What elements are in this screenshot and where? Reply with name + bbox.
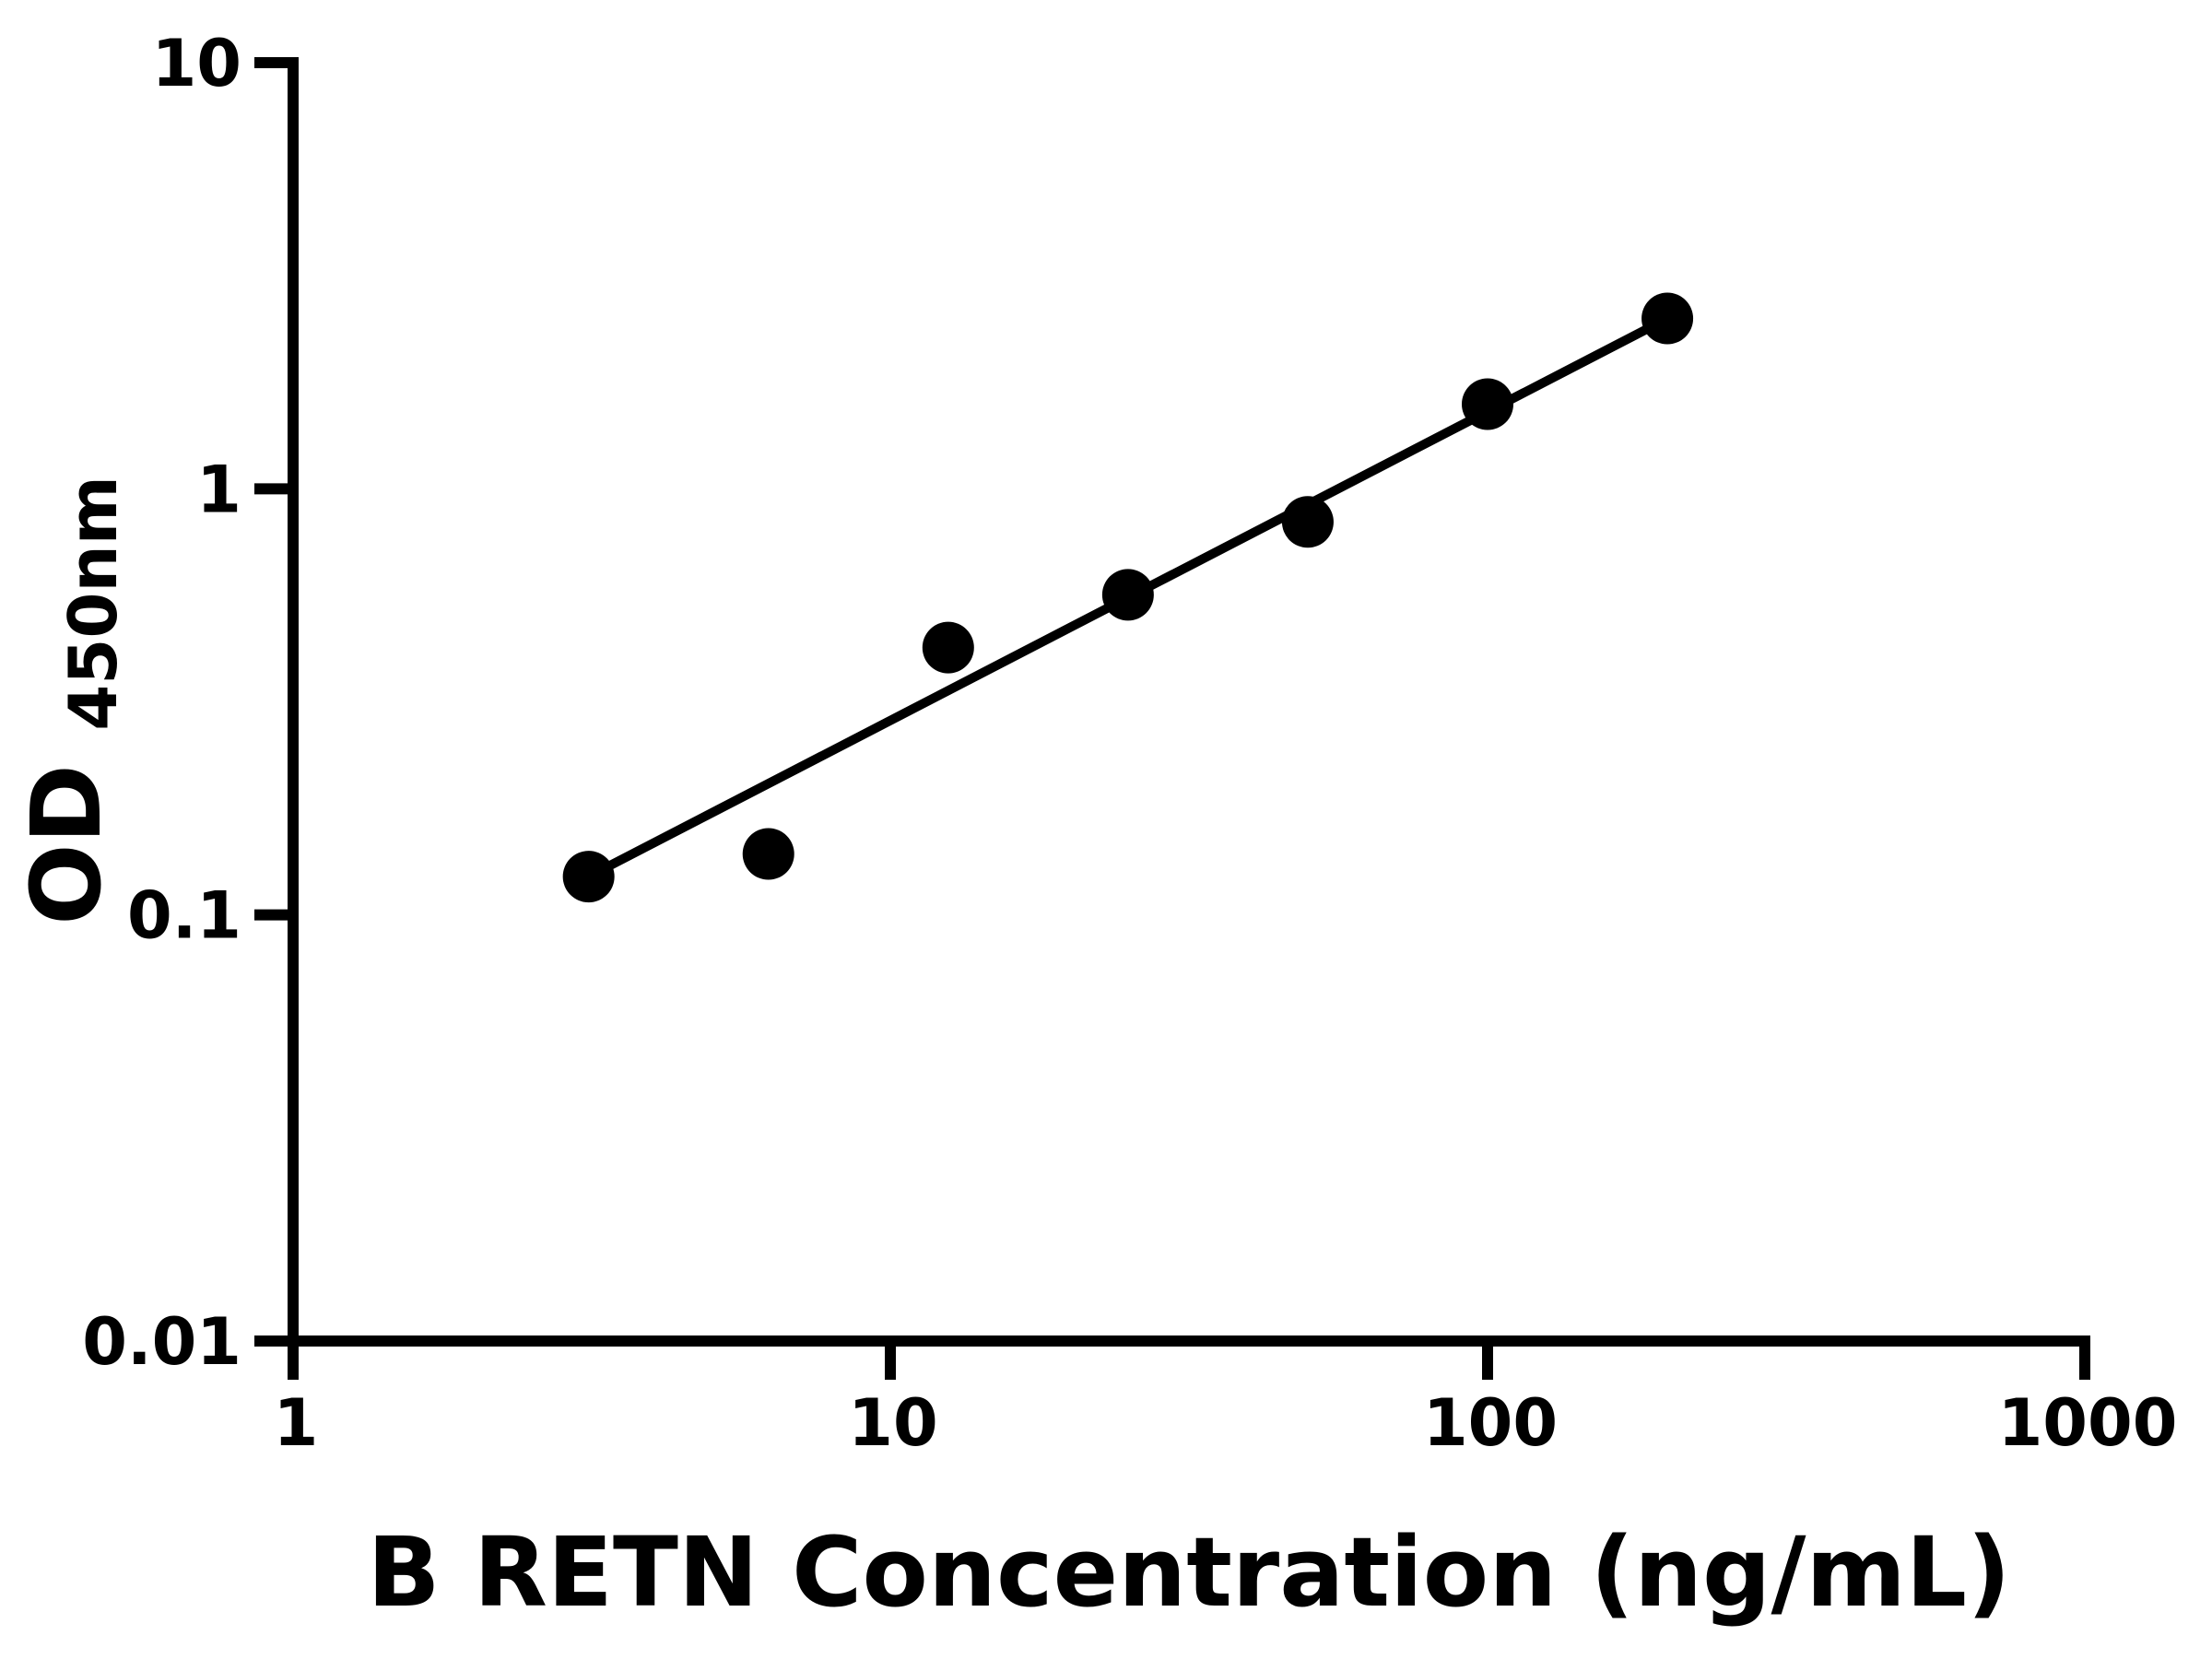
x-tick-label: 1000 (1998, 1385, 2178, 1461)
y-axis-title: OD 450nm (10, 476, 132, 925)
data-point-marker (1462, 378, 1513, 430)
data-point-marker (742, 828, 794, 880)
y-axis-title-main: OD (10, 764, 123, 925)
data-point-marker (1101, 569, 1154, 621)
x-tick-label: 10 (848, 1385, 937, 1461)
data-point-marker (562, 851, 615, 903)
data-point-marker (1641, 292, 1694, 345)
data-point-marker (1281, 496, 1334, 548)
y-tick-label: 0.01 (82, 1304, 241, 1380)
x-tick-label: 1 (274, 1385, 319, 1461)
data-point-marker (922, 621, 974, 674)
plot-area: 10 1 0.1 0.01 1 10 100 1000 (82, 26, 2177, 1461)
y-axis-title-subscript: 450nm (54, 476, 132, 731)
y-tick-label: 10 (152, 26, 241, 101)
x-tick-label: 100 (1423, 1385, 1558, 1461)
y-tick-label: 0.1 (127, 878, 241, 954)
x-axis-title: B RETN Concentration (ng/mL) (367, 1516, 2010, 1629)
y-tick-label: 1 (196, 452, 241, 527)
